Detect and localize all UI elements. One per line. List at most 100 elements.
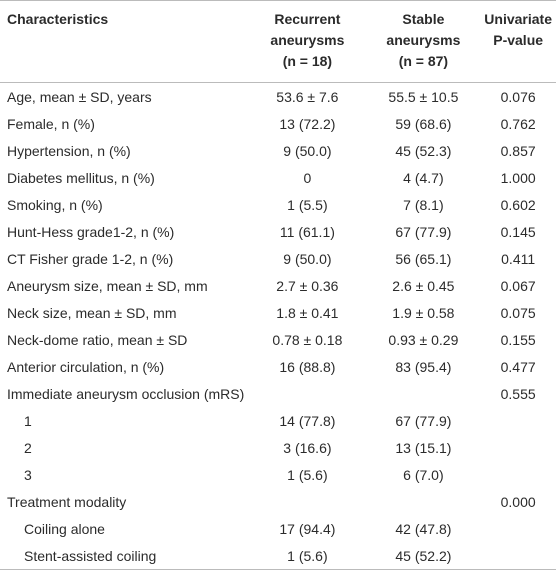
table-cell: 0.93 ± 0.29 — [388, 331, 459, 348]
table-cell: 16 (88.8) — [279, 358, 336, 375]
header-text: P-value — [493, 32, 544, 48]
table-row: Stent-assisted coiling 1 (5.6) 45 (52.2) — [0, 542, 556, 570]
table-cell: 11 (61.1) — [279, 223, 335, 240]
table-row: Smoking, n (%) 1 (5.5) 7 (8.1) 0.602 — [0, 191, 556, 218]
table-cell: 0.076 — [500, 88, 536, 105]
table-cell: CT Fisher grade 1-2, n (%) — [7, 250, 174, 267]
table-cell — [480, 407, 556, 434]
table-row: CT Fisher grade 1-2, n (%) 9 (50.0) 56 (65… — [0, 245, 556, 272]
table-row: Diabetes mellitus, n (%) 0 4 (4.7) 1.000 — [0, 164, 556, 191]
table-cell: 0.000 — [500, 493, 536, 510]
table-cell: Stent-assisted coiling — [0, 542, 249, 570]
table-cell: 1.8 ± 0.41 — [276, 304, 339, 321]
table-cell: Hunt-Hess grade1-2, n (%) — [7, 223, 175, 240]
table-row: Female, n (%) 13 (72.2) 59 (68.6) 0.762 — [0, 110, 556, 137]
table-cell — [248, 380, 366, 407]
header-text: (n = 18) — [282, 53, 333, 69]
table-cell: 45 (52.2) — [366, 542, 481, 570]
table-cell: 2 — [24, 439, 32, 456]
table-cell: 0.477 — [500, 358, 536, 375]
header-cell: Characteristics — [0, 0, 249, 83]
table-cell: Diabetes mellitus, n (%) — [7, 169, 155, 186]
table-cell: 0.145 — [500, 223, 536, 240]
table-cell — [480, 515, 556, 542]
table-cell: 67 (77.9) — [395, 223, 452, 240]
table-cell: Neck-dome ratio, mean ± SD — [7, 331, 188, 348]
table-cell: 13 (72.2) — [279, 115, 336, 132]
header-row: Characteristics Recurrent aneurysms (n = 1… — [0, 0, 556, 83]
table-cell: Aneurysm size, mean ± SD, mm — [7, 277, 208, 294]
table-cell: 0.155 — [500, 331, 536, 348]
table-cell: Smoking, n (%) — [7, 196, 103, 213]
table-cell: 7 (8.1) — [403, 196, 444, 213]
table-cell: Neck size, mean ± SD, mm — [7, 304, 177, 321]
table-cell: 2.6 ± 0.45 — [392, 277, 455, 294]
header-text: Recurrent — [274, 11, 341, 27]
table-cell: 6 (7.0) — [403, 466, 444, 483]
header-cell: Stable aneurysms (n = 87) — [366, 0, 481, 83]
table: Characteristics Recurrent aneurysms (n = 1… — [0, 0, 556, 570]
table-cell: 83 (95.4) — [395, 358, 452, 375]
header-text: Characteristics — [7, 11, 109, 27]
table-cell — [480, 542, 556, 570]
table-row: Hunt-Hess grade1-2, n (%) 11 (61.1) 67 (77… — [0, 218, 556, 245]
table-cell: 55.5 ± 10.5 — [388, 88, 459, 105]
header-text: aneurysms — [386, 32, 461, 48]
table-cell: 0.075 — [500, 304, 536, 321]
table-cell: 1.9 ± 0.58 — [392, 304, 455, 321]
table-cell — [367, 380, 481, 407]
table-cell: 1 (5.6) — [248, 542, 367, 570]
table-cell: Female, n (%) — [7, 115, 95, 132]
table-cell: 0 — [303, 169, 312, 186]
table-row: 2 3 (16.6) 13 (15.1) — [0, 434, 556, 461]
table-cell: 1 — [24, 412, 32, 429]
table-cell: 0.411 — [501, 250, 536, 267]
table-row: Neck size, mean ± SD, mm 1.8 ± 0.41 1.9 ± … — [0, 299, 556, 326]
table-cell: 3 — [24, 466, 32, 483]
table-cell: 1 (5.5) — [287, 196, 328, 213]
table-cell: 0.067 — [500, 277, 536, 294]
table-row: 1 14 (77.8) 67 (77.9) — [0, 407, 556, 434]
table-cell: Coiling alone — [24, 520, 105, 537]
table-cell: 0.602 — [500, 196, 536, 213]
header-text: Stable — [402, 11, 445, 27]
table-cell: 9 (50.0) — [283, 250, 332, 267]
header-text: Univariate — [484, 11, 552, 27]
table-cell: 59 (68.6) — [395, 115, 452, 132]
table-cell: 2.7 ± 0.36 — [276, 277, 339, 294]
table-cell: 13 (15.1) — [395, 439, 452, 456]
table-row: Neck-dome ratio, mean ± SD 0.78 ± 0.18 0.9… — [0, 326, 556, 353]
table-row: Immediate aneurysm occlusion (mRS) 0.555 — [0, 380, 556, 407]
table-cell: 1 (5.6) — [287, 466, 328, 483]
table-cell: 0.78 ± 0.18 — [272, 331, 343, 348]
table-cell: 53.6 ± 7.6 — [276, 88, 339, 105]
table-cell: 0.762 — [500, 115, 536, 132]
table-row: Aneurysm size, mean ± SD, mm 2.7 ± 0.36 2.… — [0, 272, 556, 299]
header-text: aneurysms — [270, 32, 345, 48]
table-cell: 45 (52.3) — [395, 142, 452, 159]
table-cell — [367, 488, 481, 515]
table-cell: 67 (77.9) — [395, 412, 452, 429]
header-cell: Recurrent aneurysms (n = 18) — [248, 0, 367, 83]
table-cell: 1.000 — [500, 169, 536, 186]
header-text: (n = 87) — [398, 53, 449, 69]
header-cell: Univariate P-value — [480, 0, 556, 83]
table-cell: 4 (4.7) — [403, 169, 444, 186]
table-cell: 17 (94.4) — [279, 520, 336, 537]
table-row: Age, mean ± SD, years 53.6 ± 7.6 55.5 ± 10… — [0, 83, 556, 111]
table-row: Treatment modality 0.000 — [0, 488, 556, 515]
table-row: 3 1 (5.6) 6 (7.0) — [0, 461, 556, 488]
table-cell — [248, 488, 366, 515]
table-cell: 9 (50.0) — [283, 142, 332, 159]
table-cell — [480, 434, 556, 461]
table-cell: Immediate aneurysm occlusion (mRS) — [7, 385, 245, 402]
table-row: Coiling alone 17 (94.4) 42 (47.8) — [0, 515, 556, 542]
table-row: Hypertension, n (%) 9 (50.0) 45 (52.3) 0.85… — [0, 137, 556, 164]
table-cell — [480, 461, 556, 488]
table-cell: Anterior circulation, n (%) — [7, 358, 165, 375]
table-body: Age, mean ± SD, years 53.6 ± 7.6 55.5 ± 10… — [0, 83, 556, 570]
table-cell: 56 (65.1) — [395, 250, 452, 267]
table-cell: 14 (77.8) — [279, 412, 336, 429]
table-cell: 3 (16.6) — [283, 439, 332, 456]
